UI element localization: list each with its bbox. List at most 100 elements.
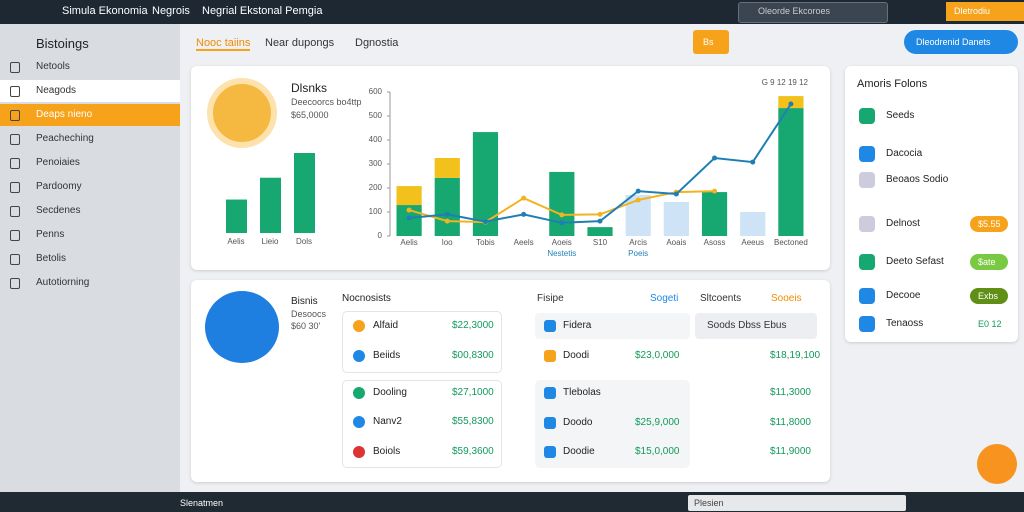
search-box[interactable] — [738, 2, 888, 23]
row-bg — [535, 380, 690, 468]
y-tick-label: 300 — [369, 159, 383, 168]
panel-label[interactable]: Dacocia — [886, 148, 923, 159]
top-button[interactable] — [946, 2, 1024, 21]
list-box — [342, 380, 502, 468]
row-total: $11,3000 — [770, 387, 811, 398]
sidebar-hover[interactable] — [0, 80, 180, 102]
action-button[interactable] — [904, 30, 1018, 54]
y-tick-label: 400 — [369, 135, 383, 144]
sidebar-item[interactable]: Secdenes — [36, 205, 81, 216]
accounts-amount: $60 30' — [291, 321, 321, 331]
sidebar — [0, 24, 180, 492]
line-point — [482, 219, 488, 225]
panel-label[interactable]: Seeds — [886, 110, 915, 121]
row-icon — [353, 350, 365, 362]
menu-item[interactable]: Negrial Ekstonal Pemgia — [202, 5, 323, 17]
row-amount: $22,3000 — [452, 320, 494, 331]
row-name: Boiols — [373, 446, 401, 457]
sidebar-title: Bistoings — [36, 36, 89, 51]
mini-bar-label: Aelis — [227, 237, 244, 246]
tab[interactable]: Dgnostia — [355, 37, 399, 49]
panel-icon — [859, 216, 875, 232]
line-point — [750, 159, 756, 165]
summary-title: Dlsnks — [291, 81, 328, 95]
panel-label[interactable]: Deeto Sefast — [886, 256, 944, 267]
panel-icon — [859, 146, 875, 162]
tool-button-label[interactable]: Bs — [703, 37, 714, 47]
sidebar-icon — [10, 278, 20, 289]
line-point — [406, 207, 412, 213]
panel-label[interactable]: Beoaos Sodio — [886, 174, 949, 185]
row-amount: $27,1000 — [452, 387, 494, 398]
summary-icon — [207, 78, 277, 148]
x-tick-label: Asoss — [704, 238, 726, 247]
y-tick-label: 0 — [378, 231, 383, 240]
y-tick-label: 500 — [369, 111, 383, 120]
sidebar-item[interactable]: Peacheching — [36, 133, 94, 144]
x-tick-label: Aoeis — [552, 238, 572, 247]
sidebar-item[interactable]: Penns — [36, 229, 65, 240]
search-text: Oleorde Ekcoroes — [758, 6, 831, 16]
panel-label[interactable]: Delnost — [886, 218, 920, 229]
mini-bar-label: Dols — [296, 237, 312, 246]
bar — [740, 212, 766, 236]
badge — [970, 254, 1008, 270]
sidebar-item[interactable]: Netools — [36, 61, 70, 72]
sidebar-item[interactable]: Autotiorning — [36, 277, 90, 288]
row-name: Alfaid — [373, 320, 399, 331]
x-tick-label: S10 — [593, 238, 608, 247]
line-point — [406, 215, 412, 221]
top-button-label[interactable]: Dletrodiu — [954, 6, 991, 16]
menu-item[interactable]: Negrois — [152, 5, 190, 17]
fab[interactable] — [977, 444, 1017, 484]
panel-label[interactable]: Tenaoss — [886, 318, 924, 329]
bar — [587, 227, 613, 236]
bar — [549, 171, 575, 236]
sidebar-icon — [10, 206, 20, 217]
tab[interactable]: Near dupongs — [265, 37, 335, 49]
action-button-label[interactable]: Dleodrenid Danets — [916, 37, 991, 47]
x-tick-label: Aelis — [400, 238, 417, 247]
sidebar-active[interactable] — [0, 104, 180, 126]
y-tick-label: 100 — [369, 207, 383, 216]
sidebar-item[interactable]: Deaps nieno — [36, 109, 93, 120]
row-name: Nanv2 — [373, 416, 402, 427]
line-point — [444, 211, 450, 217]
sidebar-item[interactable]: Neagods — [36, 85, 77, 96]
line-point — [712, 155, 718, 161]
list-box — [342, 311, 502, 373]
chart-subtitle: G 9 12 19 12 — [762, 78, 809, 87]
row-icon — [544, 320, 556, 332]
sidebar-item[interactable]: Betolis — [36, 253, 67, 264]
row-icon — [544, 417, 556, 429]
row-icon — [353, 446, 365, 458]
x-tick-label: Bectoned — [774, 238, 808, 247]
sidebar-icon — [10, 230, 20, 241]
column-header: Sltcoents — [700, 293, 742, 304]
sidebar-item[interactable]: Penoiaies — [36, 157, 80, 168]
taskbar-app[interactable]: Slenatmen — [180, 498, 224, 508]
bar — [663, 201, 689, 236]
badge-label: Exbs — [978, 291, 999, 301]
row-icon — [544, 446, 556, 458]
row-icon — [544, 387, 556, 399]
panel-label[interactable]: Decooe — [886, 290, 921, 301]
list-title: Nocnosists — [342, 293, 391, 304]
sidebar-item[interactable]: Pardoomy — [36, 181, 82, 192]
row-name: Doodo — [563, 417, 593, 428]
line-point — [597, 211, 603, 217]
sidebar-icon — [10, 86, 20, 97]
row-total: $11,8000 — [770, 417, 811, 428]
taskbar-search-text: Plesien — [694, 498, 724, 508]
badge — [970, 216, 1008, 232]
tool-button[interactable] — [693, 30, 729, 54]
row-name: Fidera — [563, 320, 592, 331]
row-total: $18,19,100 — [770, 350, 821, 361]
line-point — [788, 101, 794, 107]
tab[interactable]: Nooc taiins — [196, 37, 251, 51]
accounts-title: Bisnis — [291, 296, 318, 307]
bar — [472, 132, 499, 236]
taskbar-search[interactable] — [688, 495, 906, 511]
